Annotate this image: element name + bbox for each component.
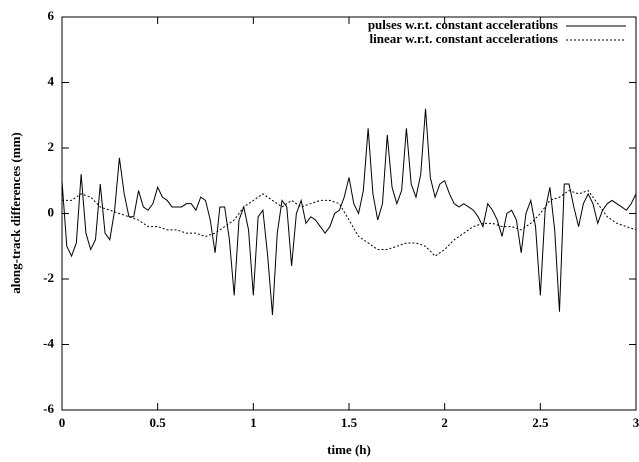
- legend-label: pulses w.r.t. constant accelerations: [368, 17, 558, 32]
- y-tick-label: 0: [48, 204, 55, 219]
- plot-frame: [61, 16, 637, 411]
- x-axis-label: time (h): [327, 442, 371, 457]
- y-tick-label: -6: [43, 401, 54, 416]
- legend-label: linear w.r.t. constant accelerations: [370, 31, 558, 46]
- x-tick-label: 1.5: [341, 415, 358, 430]
- x-tick-label: 1: [250, 415, 257, 430]
- y-tick-label: -2: [43, 270, 54, 285]
- x-tick-label: 2.5: [532, 415, 549, 430]
- x-tick-label: 0: [59, 415, 66, 430]
- y-tick-label: 4: [48, 73, 55, 88]
- x-tick-label: 3: [633, 415, 639, 430]
- x-tick-label: 0.5: [150, 415, 167, 430]
- data-line: [62, 189, 637, 257]
- y-axis-label: along-track differences (mm): [8, 132, 23, 294]
- data-line: [61, 108, 637, 316]
- y-tick-label: 6: [48, 8, 55, 23]
- y-tick-label: 2: [48, 139, 55, 154]
- y-tick-label: -4: [43, 335, 54, 350]
- x-tick-label: 2: [441, 415, 448, 430]
